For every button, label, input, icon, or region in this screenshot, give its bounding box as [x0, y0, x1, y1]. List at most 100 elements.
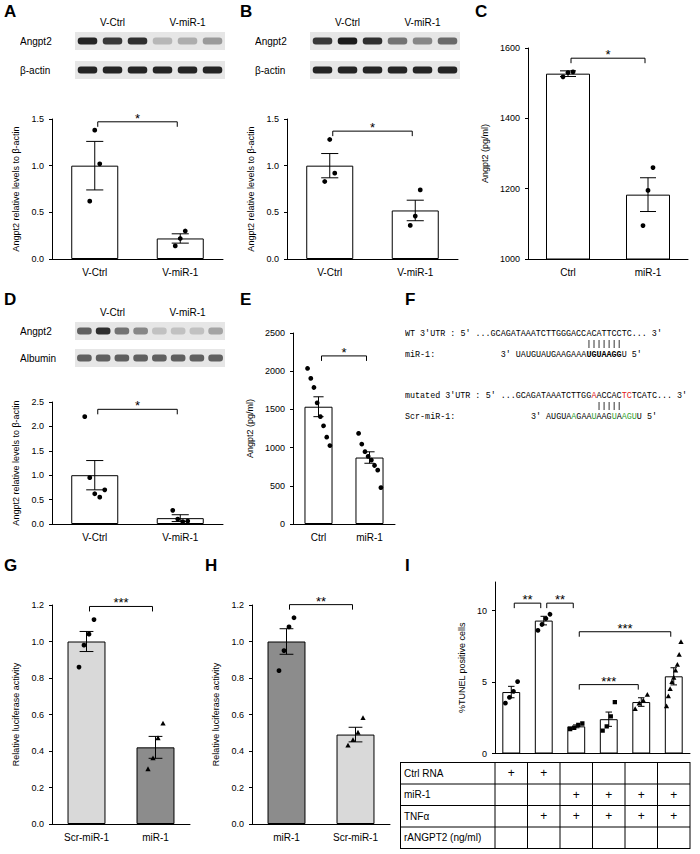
svg-text:Scr-miR-1: Scr-miR-1 — [333, 832, 378, 843]
svg-text:1500: 1500 — [265, 404, 285, 414]
svg-text:0.0: 0.0 — [231, 819, 244, 829]
svg-text:1000: 1000 — [265, 443, 285, 453]
svg-text:1.0: 1.0 — [266, 161, 279, 171]
svg-text:5' ...GCAGATAAATCTTGGGACC: 5' ...GCAGATAAATCTTGGGACC — [460, 329, 586, 339]
svg-text:+: + — [605, 809, 612, 823]
svg-text:500: 500 — [270, 481, 285, 491]
svg-text:*: * — [135, 398, 140, 413]
svg-text:0.0: 0.0 — [31, 819, 44, 829]
svg-text:Angpt2 (pg/ml): Angpt2 (pg/ml) — [245, 399, 255, 458]
svg-text:0.0: 0.0 — [31, 519, 44, 529]
svg-text:Scr-miR-1: Scr-miR-1 — [64, 832, 109, 843]
svg-text:1.0: 1.0 — [31, 637, 44, 647]
svg-text:2.5: 2.5 — [31, 397, 44, 407]
svg-text:V-Ctrl: V-Ctrl — [335, 17, 360, 28]
svg-text:1.5: 1.5 — [266, 114, 279, 124]
svg-text:1.5: 1.5 — [31, 114, 44, 124]
svg-text:3' UAUGUAUGAAGAAA: 3' UAUGUAUGAAGAAA — [501, 350, 587, 360]
svg-text:Angpt2: Angpt2 — [20, 326, 52, 337]
svg-text:U 5': U 5' — [622, 350, 642, 360]
svg-text:Ctrl: Ctrl — [311, 532, 327, 543]
svg-text:1.2: 1.2 — [231, 600, 244, 610]
svg-text:V-miR-1: V-miR-1 — [169, 307, 206, 318]
svg-text:0.5: 0.5 — [266, 207, 279, 217]
svg-text:AG: AG — [622, 412, 632, 422]
svg-text:0.4: 0.4 — [231, 746, 244, 756]
svg-text:V-miR-1: V-miR-1 — [162, 267, 199, 278]
svg-text:0: 0 — [482, 749, 487, 759]
svg-text:V-miR-1: V-miR-1 — [397, 267, 434, 278]
svg-text:**: ** — [522, 592, 532, 607]
svg-text:TCATC... 3': TCATC... 3' — [632, 391, 687, 401]
svg-text:+: + — [573, 788, 580, 802]
svg-text:UGUAAGG: UGUAAGG — [586, 350, 621, 360]
svg-text:0.8: 0.8 — [31, 673, 44, 683]
svg-text:+: + — [605, 788, 612, 802]
svg-text:V-miR-1: V-miR-1 — [404, 17, 441, 28]
svg-text:Scr-miR-1:: Scr-miR-1: — [405, 412, 455, 422]
svg-text:2000: 2000 — [265, 366, 285, 376]
svg-text:miR-1: miR-1 — [404, 789, 431, 800]
svg-text:1.0: 1.0 — [31, 470, 44, 480]
svg-text:0.2: 0.2 — [231, 783, 244, 793]
svg-text:**: ** — [555, 592, 565, 607]
svg-text:β-actin: β-actin — [255, 65, 285, 76]
svg-text:0.4: 0.4 — [31, 746, 44, 756]
svg-text:Ctrl RNA: Ctrl RNA — [404, 768, 444, 779]
svg-text:***: *** — [617, 621, 632, 636]
svg-text:Angpt2 (pg/ml): Angpt2 (pg/ml) — [480, 124, 490, 183]
svg-text:0.0: 0.0 — [31, 254, 44, 264]
svg-text:Albumin: Albumin — [20, 353, 56, 364]
svg-text:*: * — [341, 345, 346, 360]
svg-text:*: * — [135, 111, 140, 126]
svg-text:Angpt2: Angpt2 — [255, 36, 287, 47]
svg-text:0.6: 0.6 — [31, 710, 44, 720]
svg-text:0: 0 — [280, 519, 285, 529]
svg-text:V-Ctrl: V-Ctrl — [100, 17, 125, 28]
svg-text:V-Ctrl: V-Ctrl — [82, 267, 107, 278]
svg-text:*: * — [605, 47, 610, 62]
svg-text:1.2: 1.2 — [31, 600, 44, 610]
svg-text:0.0: 0.0 — [266, 254, 279, 264]
svg-text:***: *** — [601, 674, 616, 689]
svg-text:3' AUGUA: 3' AUGUA — [531, 412, 572, 422]
svg-text:miR-1: miR-1 — [356, 532, 383, 543]
svg-text:1.0: 1.0 — [231, 637, 244, 647]
svg-text:AAG: AAG — [597, 412, 612, 422]
svg-text:+: + — [670, 809, 677, 823]
svg-text:V-Ctrl: V-Ctrl — [317, 267, 342, 278]
svg-text:Angpt2 relative levels to β-ac: Angpt2 relative levels to β-actin — [11, 400, 21, 525]
svg-text:0.8: 0.8 — [231, 673, 244, 683]
svg-text:1.5: 1.5 — [31, 446, 44, 456]
svg-text:miR-1:: miR-1: — [405, 350, 435, 360]
svg-text:ACATTCC: ACATTCC — [586, 329, 621, 339]
svg-text:Relative luciferase activity: Relative luciferase activity — [211, 662, 221, 766]
svg-text:0.5: 0.5 — [31, 207, 44, 217]
svg-text:+: + — [508, 766, 515, 780]
svg-text:2.0: 2.0 — [31, 421, 44, 431]
svg-text:V-Ctrl: V-Ctrl — [82, 532, 107, 543]
svg-text:V-miR-1: V-miR-1 — [162, 532, 199, 543]
svg-text:U 5': U 5' — [637, 412, 657, 422]
svg-text:5: 5 — [482, 677, 487, 687]
svg-text:***: *** — [113, 595, 128, 610]
svg-text:%TUNEL positive cells: %TUNEL positive cells — [457, 622, 467, 713]
svg-text:+: + — [540, 809, 547, 823]
svg-text:Ctrl: Ctrl — [560, 267, 576, 278]
svg-text:0.6: 0.6 — [231, 710, 244, 720]
svg-text:miR-1: miR-1 — [273, 832, 300, 843]
svg-text:miR-1: miR-1 — [142, 832, 169, 843]
svg-text:ACCAC: ACCAC — [597, 391, 622, 401]
svg-text:1600: 1600 — [500, 43, 520, 53]
svg-text:0.5: 0.5 — [31, 495, 44, 505]
svg-text:β-actin: β-actin — [20, 65, 50, 76]
svg-text:+: + — [670, 788, 677, 802]
svg-text:2500: 2500 — [265, 328, 285, 338]
svg-text:WT 3'UTR :: WT 3'UTR : — [405, 329, 455, 339]
svg-text:rANGPT2 (ng/ml): rANGPT2 (ng/ml) — [404, 832, 481, 843]
svg-text:1000: 1000 — [500, 254, 520, 264]
svg-text:1.0: 1.0 — [31, 161, 44, 171]
svg-text:Relative luciferase activity: Relative luciferase activity — [11, 662, 21, 766]
svg-text:V-Ctrl: V-Ctrl — [100, 307, 125, 318]
svg-text:Angpt2 relative levels to β-ac: Angpt2 relative levels to β-actin — [11, 126, 21, 251]
